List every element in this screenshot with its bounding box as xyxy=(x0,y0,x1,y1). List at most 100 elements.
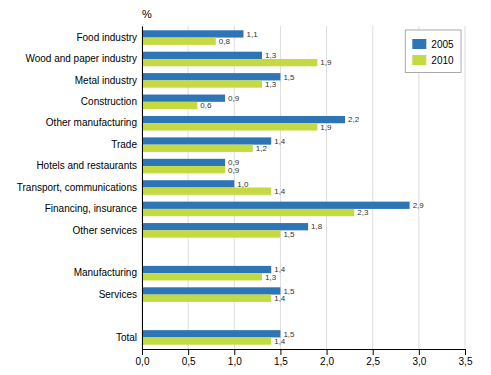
tick-mark xyxy=(188,349,189,355)
bar xyxy=(142,180,234,187)
tick-mark xyxy=(234,349,235,355)
tick-label: Construction xyxy=(81,96,137,107)
tick-mark xyxy=(373,349,374,355)
tick-label: Metal industry xyxy=(75,75,137,86)
tick: Manufacturing xyxy=(74,267,142,278)
tick: Food industry xyxy=(76,32,142,43)
bar xyxy=(142,116,345,123)
chart: 1,51,51,41,82,91,00,91,42,20,91,51,31,11… xyxy=(0,0,491,375)
legend-entry: 2010 xyxy=(431,55,454,66)
tick-label: 1,0 xyxy=(228,356,242,367)
tick: Transport, communications xyxy=(17,182,142,193)
tick-mark xyxy=(327,349,328,355)
legend-frame xyxy=(405,30,461,73)
tick-mark xyxy=(142,349,143,355)
bar xyxy=(142,95,225,102)
bar xyxy=(142,80,262,87)
axis-label: % xyxy=(142,8,152,20)
legend-entry: 2005 xyxy=(431,39,454,50)
tick-label: 1,5 xyxy=(274,356,288,367)
bar xyxy=(142,166,225,173)
data-label: 1,8 xyxy=(311,222,323,231)
legend-swatch xyxy=(412,55,426,65)
tick-label: Total xyxy=(116,332,137,343)
bar xyxy=(142,145,253,152)
tick-label: Other services xyxy=(73,225,137,236)
axis-line xyxy=(142,27,143,350)
tick-mark xyxy=(419,349,420,355)
tick: Construction xyxy=(81,96,142,107)
tick: 3,0 xyxy=(412,349,426,367)
data-label: 1,0 xyxy=(237,180,249,189)
bar xyxy=(142,295,271,302)
tick-label: 0,0 xyxy=(136,356,150,367)
bar xyxy=(142,330,280,337)
data-label: 1,1 xyxy=(247,30,259,39)
bar xyxy=(142,209,354,216)
tick: 1,0 xyxy=(228,349,242,367)
data-label: 2,2 xyxy=(348,115,360,124)
data-label: 1,9 xyxy=(320,123,332,132)
y-axis: Total Services Manufacturing Other services… xyxy=(17,27,143,350)
x-axis: 0,0 0,5 1,0 1,5 2,0 2,5 3,0 3,5 xyxy=(136,349,473,367)
bar xyxy=(142,202,410,209)
grid-line xyxy=(142,26,143,349)
tick: 3,5 xyxy=(459,349,473,367)
bar xyxy=(142,287,280,294)
tick: Other services xyxy=(73,225,142,236)
tick: Trade xyxy=(111,139,142,150)
tick: Hotels and restaurants xyxy=(36,160,142,171)
tick-label: Services xyxy=(99,289,137,300)
tick: 0,0 xyxy=(136,349,150,367)
legend-swatch xyxy=(412,39,426,49)
grid-line xyxy=(418,26,419,349)
data-label: 2,3 xyxy=(357,208,369,217)
tick-mark xyxy=(280,349,281,355)
data-label: 0,8 xyxy=(219,37,231,46)
data-label: 1,3 xyxy=(265,80,277,89)
tick: Other manufacturing xyxy=(46,117,142,128)
data-label: 1,9 xyxy=(320,58,332,67)
bar xyxy=(142,159,225,166)
data-label: 0,9 xyxy=(228,94,240,103)
tick: Wood and paper industry xyxy=(25,53,142,64)
data-label: 1,5 xyxy=(283,230,295,239)
bar xyxy=(142,52,262,59)
tick-label: Trade xyxy=(111,139,137,150)
plot: 1,51,51,41,82,91,00,91,42,20,91,51,31,11… xyxy=(17,8,473,367)
grid xyxy=(142,26,465,349)
bar xyxy=(142,188,271,195)
tick-label: 2,5 xyxy=(366,356,380,367)
tick: 2,0 xyxy=(320,349,334,367)
axis-line xyxy=(143,350,466,356)
data-label: 0,9 xyxy=(228,166,240,175)
bar xyxy=(142,273,262,280)
data-label: 2,9 xyxy=(413,201,425,210)
tick-label: 0,5 xyxy=(182,356,196,367)
tick: Metal industry xyxy=(75,75,142,86)
tick: Financing, insurance xyxy=(45,203,142,214)
legend: 2005 2010 xyxy=(405,30,461,73)
tick-label: Wood and paper industry xyxy=(25,53,137,64)
bar xyxy=(142,38,216,45)
bar xyxy=(142,123,317,130)
bar xyxy=(142,137,271,144)
grid-line xyxy=(326,26,327,349)
tick-label: 2,0 xyxy=(320,356,334,367)
data-label: 1,3 xyxy=(265,273,277,282)
tick: 2,5 xyxy=(366,349,380,367)
bar xyxy=(142,337,271,344)
tick: 0,5 xyxy=(182,349,196,367)
bars xyxy=(142,30,410,344)
tick-label: Financing, insurance xyxy=(45,203,138,214)
tick: 1,5 xyxy=(274,349,288,367)
data-label: 1,2 xyxy=(256,144,268,153)
data-label: 1,5 xyxy=(283,73,295,82)
tick-mark xyxy=(465,349,466,355)
tick: Total xyxy=(116,332,142,343)
bar xyxy=(142,59,317,66)
grid-line xyxy=(372,26,373,349)
data-label: 0,6 xyxy=(200,101,212,110)
data-label: 1,4 xyxy=(274,187,286,196)
data-labels: 1,51,51,41,82,91,00,91,42,20,91,51,31,11… xyxy=(200,30,424,346)
